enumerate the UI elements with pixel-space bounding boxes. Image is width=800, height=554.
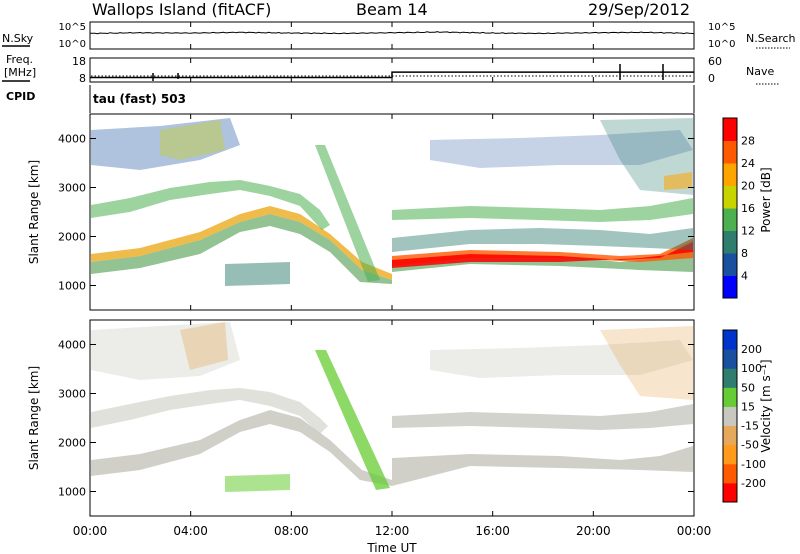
y-tick-label: 1000	[58, 280, 86, 293]
y-tick-label: 3000	[58, 388, 86, 401]
x-axis-label: Time UT	[366, 541, 417, 554]
colorbar-swatch	[723, 275, 737, 299]
colorbar-swatch	[723, 230, 737, 254]
colorbar-tick-label: 100	[741, 362, 762, 375]
colorbar-swatch	[723, 349, 737, 369]
power-y-axis: 4000 3000 2000 1000	[58, 133, 694, 293]
colorbar-tick-label: 8	[741, 247, 748, 260]
velocity-y-axis: 4000 3000 2000 1000	[58, 339, 694, 499]
nave-tick-top: 60	[708, 55, 722, 68]
noise-left-tick-top: 10^5	[59, 22, 86, 33]
colorbar-swatch	[723, 463, 737, 484]
x-tick-label: 00:00	[677, 524, 712, 538]
colorbar-tick-label: 20	[741, 180, 755, 193]
station-title: Wallops Island (fitACF)	[92, 0, 271, 19]
x-tick-label: 16:00	[475, 524, 510, 538]
beam-title: Beam 14	[356, 0, 428, 19]
cpid-program: tau (fast) 503	[93, 92, 186, 106]
colorbar-swatch	[723, 253, 737, 276]
noise-left-tick-bottom: 10^0	[59, 39, 86, 50]
noise-right-tick-bottom: 10^0	[708, 39, 735, 50]
colorbar-swatch	[723, 444, 737, 465]
x-tick-label: 20:00	[576, 524, 611, 538]
colorbar-swatch	[723, 425, 737, 446]
colorbar-tick-label: 28	[741, 135, 755, 148]
power-ylabel: Slant Range [km]	[27, 160, 41, 264]
y-tick-label: 3000	[58, 182, 86, 195]
nsearch-label: N.Search	[746, 32, 796, 45]
power-colorbar: 28 24 20 16 12 8 4	[722, 117, 755, 299]
colorbar-tick-label: 15	[741, 400, 755, 413]
nsky-label: N.Sky	[2, 32, 34, 45]
x-tick-label: 12:00	[375, 524, 410, 538]
freq-unit-label: [MHz]	[4, 66, 36, 79]
y-tick-label: 1000	[58, 486, 86, 499]
velocity-colorbar: 200 100 50 15 -15 -50 -100 -200	[722, 329, 766, 503]
colorbar-swatch	[723, 482, 737, 503]
colorbar-tick-label: -50	[741, 439, 759, 452]
y-tick-label: 2000	[58, 231, 86, 244]
colorbar-tick-label: -100	[741, 458, 766, 471]
colorbar-tick-label: 200	[741, 343, 762, 356]
colorbar-swatch	[723, 140, 737, 164]
freq-tick-bottom: 8	[79, 72, 86, 85]
x-tick-label: 08:00	[274, 524, 309, 538]
freq-tick-top: 18	[72, 55, 86, 68]
time-x-axis: 00:00 04:00 08:00 12:00 16:00 20:00 00:00	[73, 22, 712, 538]
colorbar-tick-label: 24	[741, 157, 755, 170]
nsky-series-line	[89, 31, 695, 35]
velocity-ylabel: Slant Range [km]	[27, 366, 41, 470]
colorbar-frame	[722, 329, 738, 503]
colorbar-tick-label: 12	[741, 225, 755, 238]
colorbar-tick-label: 50	[741, 381, 755, 394]
colorbar-tick-label: 4	[741, 270, 748, 283]
y-tick-label: 4000	[58, 339, 86, 352]
colorbar-swatch	[723, 406, 737, 427]
velocity-heatmap	[91, 322, 693, 492]
power-colorbar-label: Power [dB]	[759, 167, 773, 232]
date-title: 29/Sep/2012	[588, 0, 690, 19]
noise-right-tick-top: 10^5	[708, 22, 735, 33]
colorbar-swatch	[723, 118, 737, 141]
colorbar-swatch	[723, 387, 737, 407]
x-tick-label: 00:00	[73, 524, 108, 538]
nave-label: Nave	[746, 65, 774, 78]
cpid-label: CPID	[6, 90, 35, 103]
freq-series-line	[90, 71, 694, 79]
freq-label: Freq.	[6, 53, 33, 66]
power-heatmap	[91, 118, 693, 286]
colorbar-frame	[722, 117, 738, 299]
colorbar-tick-label: -15	[741, 420, 759, 433]
colorbar-swatch	[723, 368, 737, 388]
colorbar-tick-label: -200	[741, 477, 766, 490]
colorbar-tick-label: 16	[741, 202, 755, 215]
colorbar-swatch	[723, 185, 737, 209]
colorbar-swatch	[723, 208, 737, 231]
y-tick-label: 2000	[58, 437, 86, 450]
colorbar-swatch	[723, 163, 737, 186]
colorbar-swatch	[723, 330, 737, 350]
y-tick-label: 4000	[58, 133, 86, 146]
velocity-colorbar-label: Velocity [m s⁻¹]	[759, 359, 773, 452]
x-tick-label: 04:00	[173, 524, 208, 538]
nave-tick-bottom: 0	[708, 72, 715, 85]
